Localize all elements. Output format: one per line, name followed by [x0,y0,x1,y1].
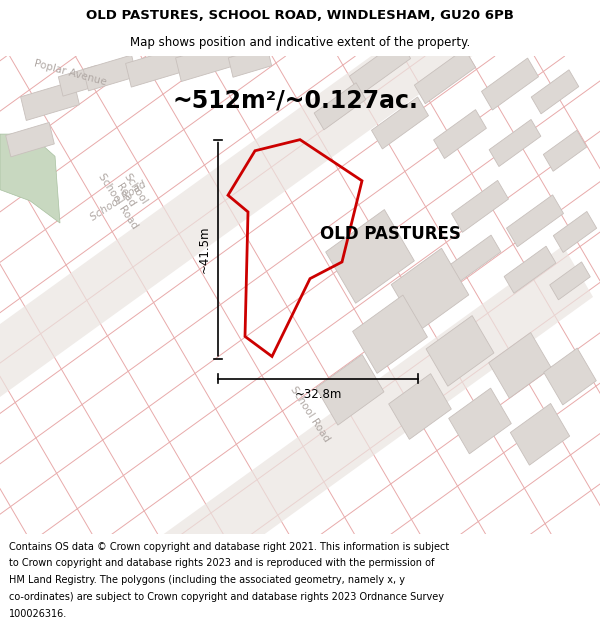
Text: Map shows position and indicative extent of the property.: Map shows position and indicative extent… [130,36,470,49]
Polygon shape [488,332,551,398]
Text: OLD PASTURES: OLD PASTURES [320,225,460,243]
Polygon shape [426,316,494,386]
Text: OLD PASTURES, SCHOOL ROAD, WINDLESHAM, GU20 6PB: OLD PASTURES, SCHOOL ROAD, WINDLESHAM, G… [86,9,514,22]
Polygon shape [531,70,579,114]
Polygon shape [20,81,79,121]
Polygon shape [0,0,484,472]
Text: School
Road: School Road [112,171,149,212]
Text: to Crown copyright and database rights 2023 and is reproduced with the permissio: to Crown copyright and database rights 2… [9,558,434,568]
Text: ~32.8m: ~32.8m [295,388,341,401]
Text: School Road: School Road [289,385,332,444]
Polygon shape [229,46,272,78]
Polygon shape [544,130,587,171]
Polygon shape [127,246,593,612]
Polygon shape [314,82,366,130]
Text: School Road: School Road [97,171,140,231]
Polygon shape [506,195,563,247]
Text: Contains OS data © Crown copyright and database right 2021. This information is : Contains OS data © Crown copyright and d… [9,542,449,552]
Polygon shape [353,295,427,373]
Polygon shape [391,248,469,331]
Text: HM Land Registry. The polygons (including the associated geometry, namely x, y: HM Land Registry. The polygons (includin… [9,575,405,585]
Polygon shape [449,388,511,454]
Text: Poplar Avenue: Poplar Avenue [33,59,107,88]
Polygon shape [326,209,415,303]
Polygon shape [5,122,55,157]
Text: co-ordinates) are subject to Crown copyright and database rights 2023 Ordnance S: co-ordinates) are subject to Crown copyr… [9,592,444,602]
Polygon shape [504,246,556,293]
Polygon shape [389,374,451,439]
Polygon shape [176,42,235,81]
Text: ~512m²/~0.127ac.: ~512m²/~0.127ac. [172,89,418,112]
Polygon shape [489,119,541,166]
Text: School Road: School Road [88,179,148,222]
Polygon shape [349,40,410,95]
Polygon shape [434,109,487,159]
Polygon shape [544,348,596,405]
Polygon shape [83,55,137,91]
Text: ~41.5m: ~41.5m [197,226,211,273]
Polygon shape [550,262,590,300]
Polygon shape [415,49,476,104]
Polygon shape [451,181,509,232]
Text: 100026316.: 100026316. [9,609,67,619]
Polygon shape [58,65,101,96]
Polygon shape [125,48,184,87]
Polygon shape [553,211,596,252]
Polygon shape [449,235,501,282]
Polygon shape [481,58,539,110]
Polygon shape [0,134,60,223]
Polygon shape [316,354,384,425]
Polygon shape [371,97,428,149]
Polygon shape [511,404,569,465]
